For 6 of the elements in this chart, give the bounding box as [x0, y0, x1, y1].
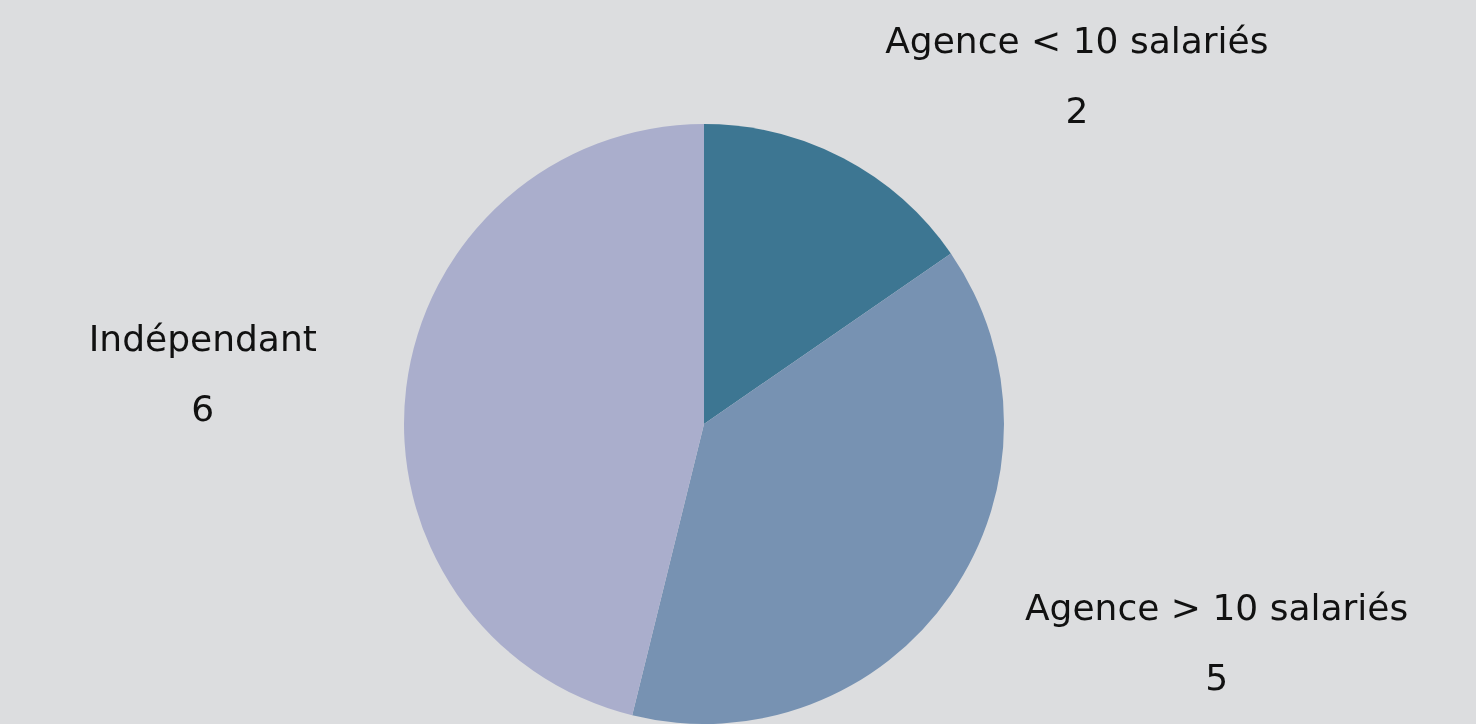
slice-label: Indépendant: [88, 318, 317, 360]
data-label: 5: [1205, 656, 1229, 698]
data-label: 2: [1065, 90, 1089, 132]
slice-label: Agence < 10 salariés: [885, 20, 1269, 62]
data-label: 6: [191, 388, 215, 430]
slice-label: Agence > 10 salariés: [1024, 586, 1409, 628]
